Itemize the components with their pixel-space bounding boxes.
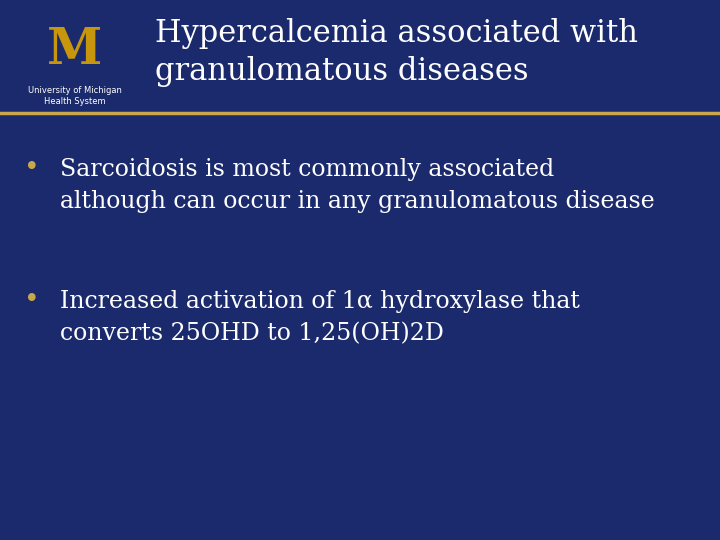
Text: •: •: [24, 287, 40, 313]
Text: M: M: [48, 25, 103, 75]
Text: although can occur in any granulomatous disease: although can occur in any granulomatous …: [60, 190, 654, 213]
Text: converts 25OHD to 1,25(OH)2D: converts 25OHD to 1,25(OH)2D: [60, 322, 444, 345]
Text: Sarcoidosis is most commonly associated: Sarcoidosis is most commonly associated: [60, 158, 554, 181]
Text: Hypercalcemia associated with: Hypercalcemia associated with: [155, 18, 638, 49]
Text: •: •: [24, 155, 40, 181]
Text: Increased activation of 1α hydroxylase that: Increased activation of 1α hydroxylase t…: [60, 290, 580, 313]
Text: granulomatous diseases: granulomatous diseases: [155, 56, 528, 87]
Text: University of Michigan
Health System: University of Michigan Health System: [28, 86, 122, 106]
